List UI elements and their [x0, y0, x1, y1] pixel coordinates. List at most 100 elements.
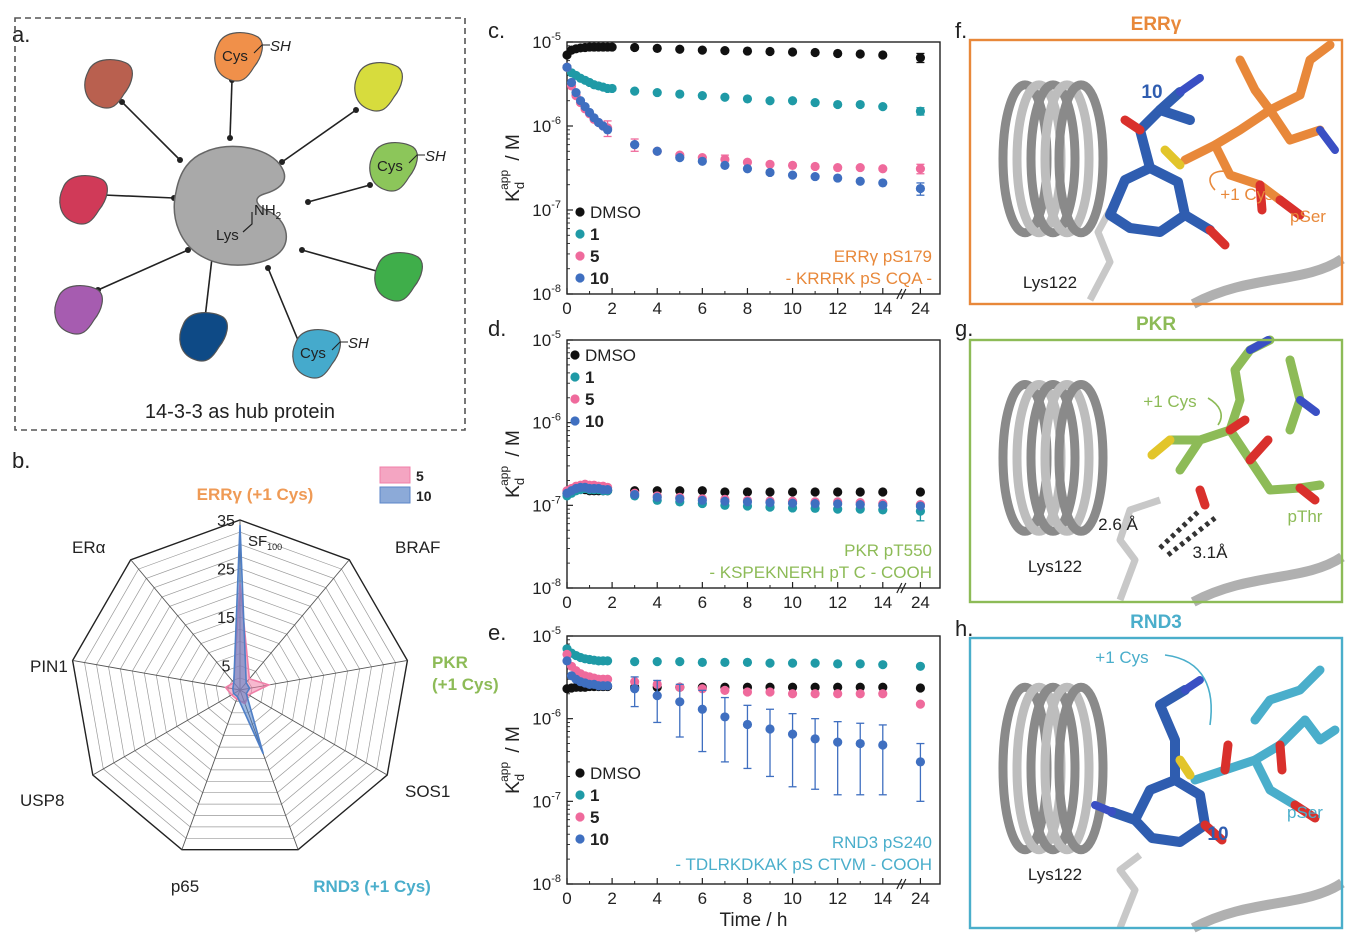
data-point-1 — [878, 102, 888, 112]
panel-letter-e: e. — [488, 620, 506, 645]
data-point-5 — [787, 160, 798, 170]
partner-sh-label: SH — [425, 148, 446, 165]
radar-spoke — [72, 660, 241, 691]
x-tick-label: 0 — [562, 299, 571, 318]
oxygen-stick — [1275, 740, 1287, 775]
data-point-1 — [720, 657, 730, 667]
data-point-1 — [810, 658, 820, 668]
radar-axis-label: BRAF — [395, 538, 440, 557]
y-tick-base: 10 — [532, 792, 551, 811]
peptide-stick — [1180, 90, 1305, 165]
y-label-sup: app — [497, 466, 511, 486]
x-tick-label: 10 — [783, 593, 802, 612]
sulfur-stick — [1160, 145, 1185, 170]
data-point-DMSO — [810, 47, 820, 58]
hub-caption: 14-3-3 as hub protein — [145, 401, 335, 423]
data-point-1 — [720, 92, 730, 102]
lys-stick — [1086, 208, 1114, 302]
data-point-DMSO — [675, 44, 685, 54]
y-tick-label: 10-8 — [532, 283, 561, 304]
data-point-1 — [855, 659, 865, 669]
data-point-5 — [833, 162, 843, 173]
connector-dot — [353, 107, 359, 113]
radar-spoke — [130, 559, 241, 691]
x-tick-label: 8 — [743, 593, 752, 612]
data-point-10 — [915, 501, 926, 511]
y-tick-exp: -8 — [551, 577, 561, 589]
legend-marker — [570, 416, 580, 426]
data-point-10 — [566, 77, 577, 88]
chart-annotation: - KSPEKNERH pT C - COOH — [709, 563, 932, 582]
data-point-1 — [607, 83, 617, 94]
y-label-sup: app — [497, 762, 511, 782]
legend-marker — [575, 229, 585, 239]
panel-letter-f: f. — [955, 18, 967, 43]
y-axis-label: Kdapp / M — [497, 726, 527, 794]
partner-sh-bond — [331, 341, 348, 351]
structure-panel-h: RND3 +1 Cys 10 pSer Lys122 — [968, 612, 1345, 933]
helix-turn — [1026, 380, 1080, 536]
oxygen-stick — [1245, 435, 1273, 465]
data-point-10 — [787, 170, 798, 180]
data-point-5 — [915, 699, 926, 709]
nitrogen-stick — [1181, 676, 1204, 694]
data-point-DMSO — [742, 487, 753, 497]
data-point-10 — [833, 499, 843, 509]
y-tick-exp: -6 — [551, 708, 561, 720]
data-point-10 — [855, 176, 865, 186]
connector-line — [307, 184, 371, 203]
data-point-DMSO — [697, 486, 707, 496]
helix-turn — [1054, 80, 1108, 238]
helix-turn — [1040, 80, 1094, 238]
plot-frame — [566, 635, 941, 885]
y-label-main: K — [503, 781, 524, 794]
x-tick-label: 2 — [607, 299, 616, 318]
chart-annotation: - TDLRKDKAK pS CTVM - COOH — [675, 855, 932, 874]
hub-nh2-label: NH2 — [254, 202, 282, 222]
data-point-10 — [697, 495, 707, 505]
legend-label: DMSO — [585, 346, 636, 365]
legend-marker — [575, 251, 585, 261]
oxygen-stick — [1200, 820, 1227, 845]
helix-turn — [1054, 380, 1108, 536]
y-tick-label: 10-7 — [532, 790, 561, 811]
axis-break-mark — [896, 878, 903, 890]
partner-sh-bond — [408, 154, 425, 164]
radar-sf-main: SF — [248, 533, 267, 550]
radar-spoke — [181, 689, 241, 850]
radar-grid-ring — [203, 653, 277, 725]
data-point-10 — [697, 704, 707, 714]
hub-nh2-main: NH — [254, 202, 276, 219]
plot-frame — [566, 339, 941, 589]
x-tick-label: 2 — [607, 889, 616, 908]
structure-frame — [968, 338, 1344, 604]
y-tick-label: 10-6 — [532, 708, 561, 729]
radar-axis-label: USP8 — [20, 791, 64, 810]
y-tick-base: 10 — [532, 414, 551, 433]
connector-line — [229, 79, 233, 139]
partner-cys-label: Cys — [222, 48, 248, 65]
structure-frame — [968, 38, 1344, 306]
data-point-DMSO — [833, 48, 843, 59]
data-point-10 — [630, 684, 640, 694]
y-tick-base: 10 — [532, 875, 551, 894]
radar-grid-ring — [132, 580, 348, 794]
legend-marker — [575, 273, 585, 283]
peptide-stick — [1300, 715, 1340, 745]
y-axis-label: Kdapp / M — [497, 430, 527, 498]
data-point-1 — [697, 657, 707, 667]
y-tick-base: 10 — [532, 201, 551, 220]
hub-diagram-frame — [14, 17, 466, 431]
x-tick-label: 0 — [562, 593, 571, 612]
partner-protein — [214, 32, 263, 82]
x-tick-label: 24 — [911, 299, 930, 318]
oxygen-stick — [1275, 195, 1305, 220]
data-point-10 — [652, 492, 662, 502]
data-point-DMSO — [878, 682, 888, 692]
hub-diagram: Cys SH Cys SH Cys SH Lys NH2 14-3-3 as hub pr… — [14, 17, 466, 431]
data-point-5 — [603, 674, 613, 684]
data-point-1 — [630, 657, 640, 667]
partner-cys-label: Cys — [377, 158, 403, 175]
